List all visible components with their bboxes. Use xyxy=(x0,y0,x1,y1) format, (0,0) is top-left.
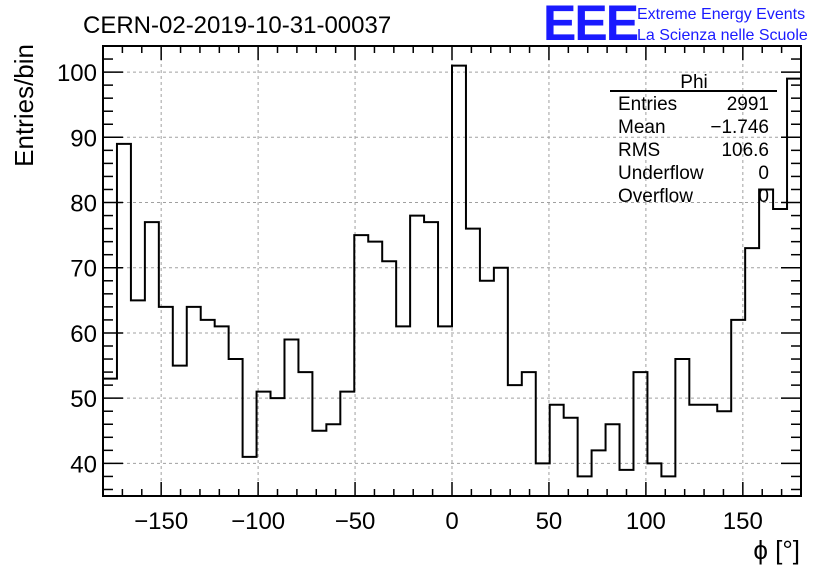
y-tick-label: 40 xyxy=(70,451,97,478)
y-tick-label: 70 xyxy=(70,256,97,283)
x-tick-label: 50 xyxy=(536,508,563,535)
eee-branding: EEE Extreme Energy Events La Scienza nel… xyxy=(543,0,808,51)
y-axis-title: Entries/bin xyxy=(9,44,39,167)
x-tick-labels: −150 −100 −50 0 50 100 150 xyxy=(134,508,763,535)
stats-value: 0 xyxy=(758,163,769,184)
y-tick-label: 80 xyxy=(70,191,97,218)
eee-logo: EEE xyxy=(543,0,638,51)
x-tick-label: 150 xyxy=(723,508,763,535)
stats-box: Phi Entries 2991 Mean −1.746 RMS 106.6 Underfl… xyxy=(610,72,777,207)
y-tick-label: 50 xyxy=(70,386,97,413)
x-tick-label: −50 xyxy=(335,508,376,535)
axis-ticks xyxy=(103,45,801,496)
y-tick-label: 90 xyxy=(70,125,97,152)
stats-label: Overflow xyxy=(618,186,693,207)
branding-line-1: Extreme Energy Events xyxy=(637,6,805,23)
x-tick-label: −150 xyxy=(134,508,188,535)
x-tick-label: −100 xyxy=(231,508,285,535)
stats-value: 2991 xyxy=(727,94,769,115)
stats-value: −1.746 xyxy=(710,117,769,138)
histogram-line xyxy=(103,64,801,478)
stats-title: Phi xyxy=(680,72,707,93)
y-tick-labels: 40 50 60 70 80 90 100 xyxy=(57,60,97,478)
y-tick-label: 60 xyxy=(70,321,97,348)
chart-title: CERN-02-2019-10-31-00037 xyxy=(83,12,391,39)
stats-value: 106.6 xyxy=(721,140,769,161)
x-tick-label: 0 xyxy=(445,508,458,535)
stats-label: RMS xyxy=(618,140,660,161)
stats-value: 0 xyxy=(758,186,769,207)
y-tick-label: 100 xyxy=(57,60,97,87)
x-axis-title: ϕ [°] xyxy=(753,535,800,565)
stats-label: Underflow xyxy=(618,163,704,184)
branding-line-2: La Scienza nelle Scuole xyxy=(637,27,808,44)
stats-label: Mean xyxy=(618,117,666,138)
stats-label: Entries xyxy=(618,94,677,115)
x-tick-label: 100 xyxy=(626,508,666,535)
